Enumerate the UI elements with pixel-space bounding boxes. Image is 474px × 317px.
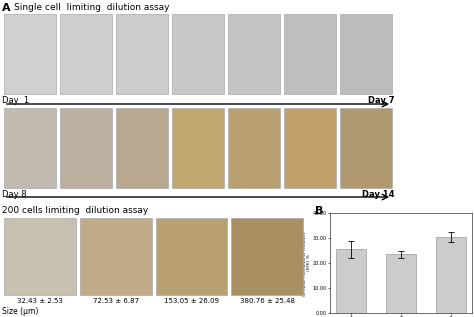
Text: 72.53 ± 6.87: 72.53 ± 6.87 [92, 298, 139, 304]
Bar [386, 254, 416, 313]
Text: Size (μm): Size (μm) [2, 307, 38, 316]
Y-axis label: SPHERE FORMING EFFICIENCY
(SFE) %: SPHERE FORMING EFFICIENCY (SFE) % [302, 230, 311, 295]
Text: Day 14: Day 14 [362, 190, 394, 199]
Text: 200 cells limiting  dilution assay: 200 cells limiting dilution assay [2, 206, 148, 215]
Text: B: B [315, 206, 323, 216]
Text: A: A [2, 3, 10, 13]
Text: 32.43 ± 2.53: 32.43 ± 2.53 [17, 298, 63, 304]
Text: Day 7: Day 7 [367, 96, 394, 105]
Text: Day 8: Day 8 [2, 190, 27, 199]
Text: 380.76 ± 25.48: 380.76 ± 25.48 [240, 298, 295, 304]
Text: Day  1: Day 1 [2, 96, 29, 105]
Bar [337, 249, 366, 313]
Text: 153.05 ± 26.09: 153.05 ± 26.09 [164, 298, 219, 304]
Bar [436, 237, 465, 313]
Text: Single cell  limiting  dilution assay: Single cell limiting dilution assay [14, 3, 170, 12]
